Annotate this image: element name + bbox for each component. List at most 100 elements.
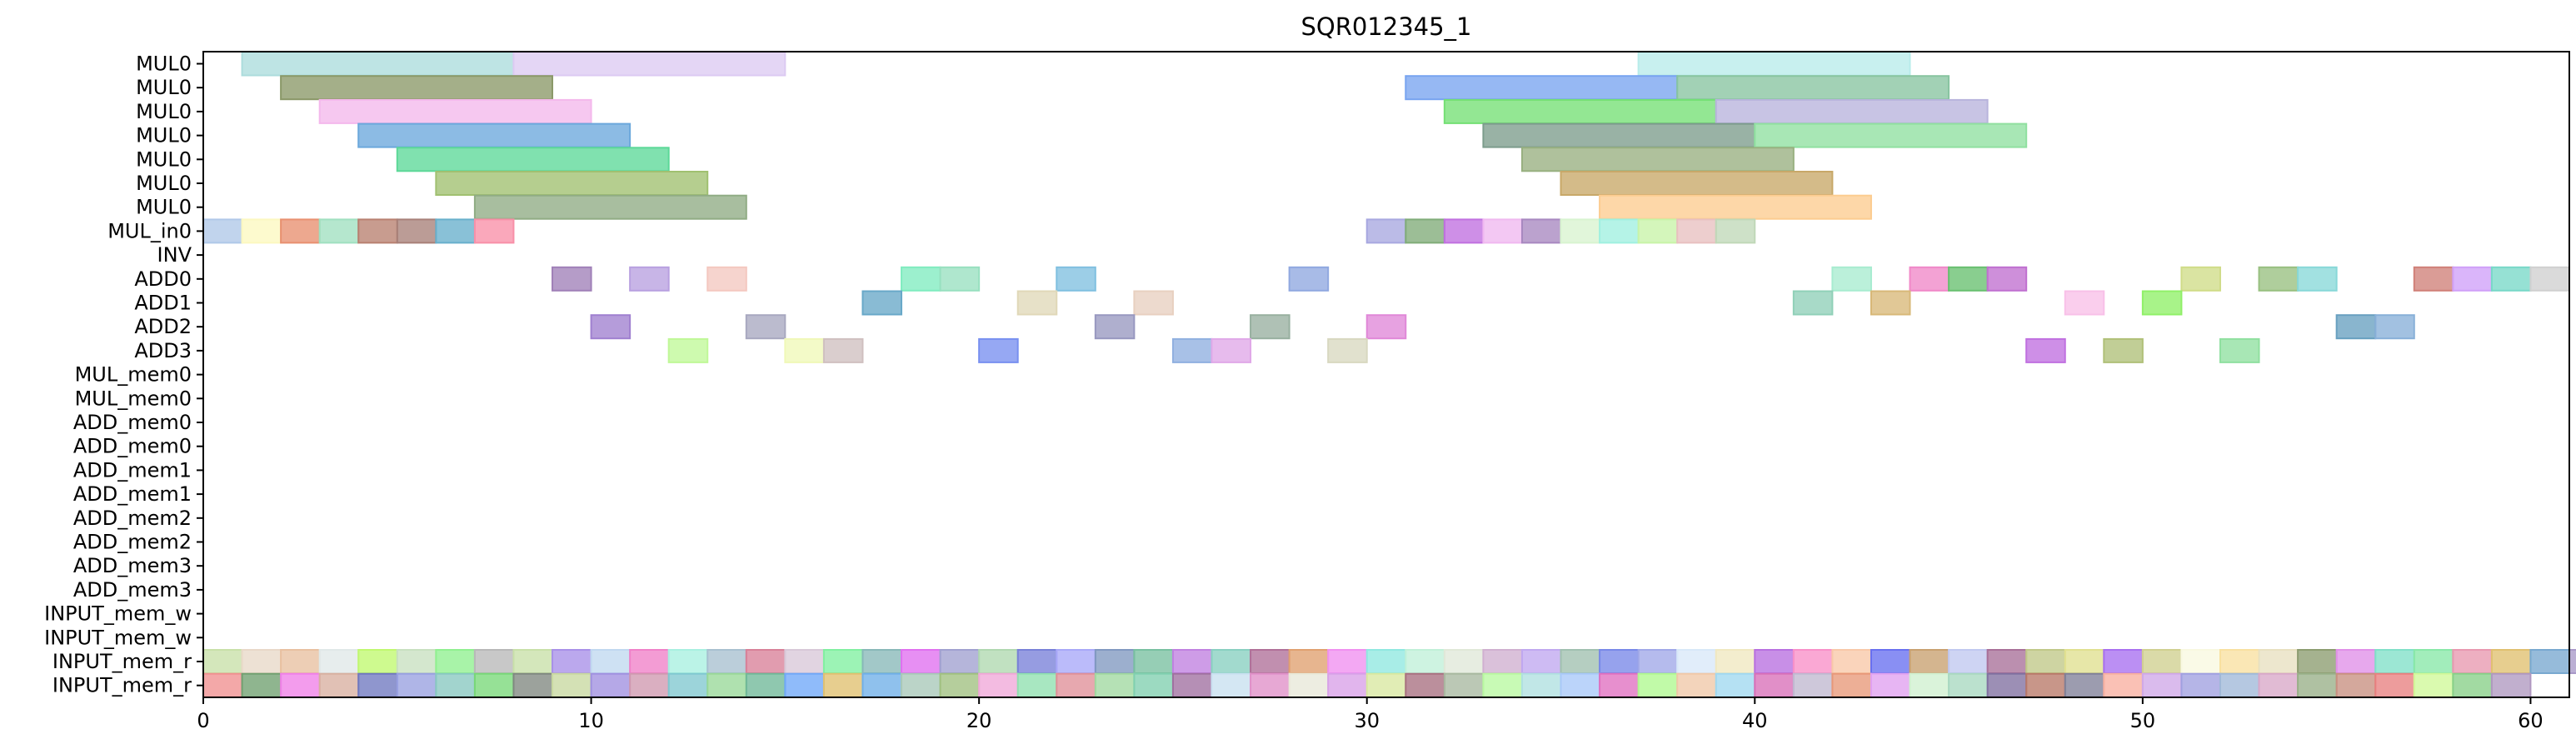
task-bar	[2374, 649, 2415, 674]
task-bar	[822, 649, 864, 674]
task-bar	[1986, 649, 2028, 674]
task-bar	[1599, 672, 1640, 698]
task-bar	[2413, 649, 2454, 674]
y-tick-label: MUL0	[136, 100, 192, 123]
y-tick-label: MUL_in0	[107, 219, 192, 242]
task-bar	[590, 672, 632, 698]
task-bar	[2141, 672, 2183, 698]
task-bar	[901, 672, 941, 698]
task-bar	[280, 672, 321, 698]
task-bar	[202, 672, 243, 698]
task-bar	[745, 649, 786, 674]
task-bar	[2258, 266, 2299, 292]
task-bar	[396, 649, 437, 674]
task-bar	[1094, 314, 1136, 340]
task-bar	[396, 672, 437, 698]
y-tick-label: INV	[157, 243, 192, 267]
task-bar	[667, 649, 709, 674]
task-bar	[1870, 290, 1911, 316]
y-axis-labels: MUL0MUL0MUL0MUL0MUL0MUL0MUL0MUL_in0INVAD…	[44, 52, 203, 697]
task-bar	[1676, 218, 1717, 244]
task-bar	[1870, 649, 1911, 674]
task-bar	[861, 649, 903, 674]
task-bar	[1676, 75, 1950, 101]
task-bar	[629, 672, 670, 698]
task-bar	[2025, 649, 2066, 674]
y-tick-label: ADD_mem2	[73, 531, 192, 554]
task-bar	[1754, 672, 1795, 698]
y-tick-label: INPUT_mem_r	[52, 674, 192, 697]
task-bar	[1171, 672, 1213, 698]
task-bar	[2180, 266, 2221, 292]
task-bar	[1250, 649, 1290, 674]
task-bar	[1405, 649, 1445, 674]
task-bar	[2219, 337, 2260, 363]
task-bar	[435, 171, 709, 196]
task-bar	[1056, 672, 1096, 698]
y-tick-label: MUL0	[136, 52, 192, 76]
task-bar	[1482, 649, 1523, 674]
task-bar	[629, 266, 670, 292]
task-bar	[357, 649, 398, 674]
task-bar	[2219, 672, 2260, 698]
task-bar	[1676, 649, 1717, 674]
task-bar	[1986, 266, 2028, 292]
task-bar	[978, 337, 1019, 363]
task-bar	[280, 75, 554, 101]
task-bar	[2452, 266, 2493, 292]
task-bar	[552, 649, 592, 674]
plot-frame	[202, 51, 2570, 698]
task-bar	[706, 672, 747, 698]
task-bar	[435, 218, 476, 244]
task-bar	[202, 218, 243, 244]
task-bar	[1754, 649, 1795, 674]
task-bar	[1211, 649, 1252, 674]
task-bar	[1327, 672, 1368, 698]
task-bar	[1482, 122, 1756, 148]
task-bar	[1443, 649, 1485, 674]
task-bar	[1831, 649, 1872, 674]
task-bar	[396, 147, 670, 172]
task-bar	[784, 672, 825, 698]
task-bar	[1986, 672, 2028, 698]
y-tick-label: ADD2	[134, 315, 192, 338]
task-bar	[1094, 649, 1136, 674]
task-bar	[357, 218, 398, 244]
task-bar	[939, 672, 981, 698]
task-bar	[939, 649, 981, 674]
y-tick-label: MUL0	[136, 124, 192, 147]
task-bar	[2413, 266, 2454, 292]
task-bar	[1792, 649, 1834, 674]
y-tick-label: ADD_mem3	[73, 578, 192, 602]
task-bar	[1133, 290, 1174, 316]
task-bar	[2529, 266, 2571, 292]
task-bar	[706, 266, 747, 292]
y-tick-label: ADD_mem2	[73, 507, 192, 530]
task-bar	[280, 218, 321, 244]
task-bar	[1482, 218, 1523, 244]
task-bar	[2569, 649, 2576, 674]
task-bar	[901, 649, 941, 674]
task-bar	[1133, 672, 1174, 698]
x-tick-label: 20	[966, 709, 992, 732]
task-bar	[357, 672, 398, 698]
task-bar	[1599, 649, 1640, 674]
task-bar	[2064, 290, 2105, 316]
y-tick-label: INPUT_mem_w	[44, 602, 192, 626]
task-bar	[435, 649, 476, 674]
task-bar	[1560, 649, 1601, 674]
task-bar	[822, 672, 864, 698]
x-axis-ticks: 0 10 20 30 40 50 60	[197, 697, 2544, 732]
y-tick-label: MUL_mem0	[75, 387, 192, 410]
task-bar	[2413, 672, 2454, 698]
task-bar	[2297, 649, 2338, 674]
task-bar	[1520, 218, 1562, 244]
task-bar	[280, 649, 321, 674]
task-bar	[1599, 194, 1872, 220]
task-bar	[1831, 672, 1872, 698]
task-bar	[473, 194, 747, 220]
task-bar	[1171, 649, 1213, 674]
y-tick-label: ADD_mem1	[73, 458, 192, 482]
task-bar	[318, 218, 360, 244]
